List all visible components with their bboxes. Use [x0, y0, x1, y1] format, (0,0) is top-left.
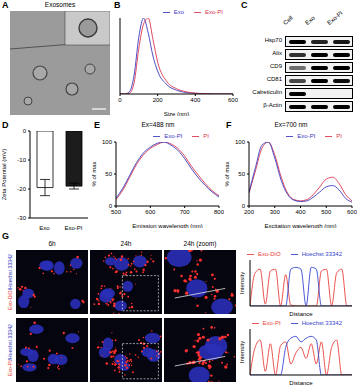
svg-text:Zeta Potential (mV): Zeta Potential (mV) — [2, 149, 7, 201]
html-text:Exo-PI: Exo-PI — [262, 320, 281, 326]
html-text:6h: 6h — [48, 240, 56, 247]
html-text:Hoechst 33342: Hoechst 33342 — [301, 320, 342, 326]
html-text:A: A — [2, 0, 9, 10]
svg-text:200: 200 — [244, 209, 255, 215]
html-text:CD9: CD9 — [270, 63, 282, 69]
html-text:Cell: Cell — [282, 14, 294, 26]
html-text:24h: 24h — [120, 240, 132, 247]
svg-text:500: 500 — [111, 209, 122, 215]
html-text:Hoechst 33342: Hoechst 33342 — [301, 251, 342, 257]
html-text:Ex=700 nm: Ex=700 nm — [274, 121, 308, 128]
svg-text:Exo: Exo — [39, 225, 50, 230]
svg-text:400: 400 — [190, 97, 201, 103]
svg-text:0: 0 — [23, 128, 27, 134]
html-text:PI: PI — [336, 133, 342, 139]
svg-text:Intensity: Intensity — [240, 341, 245, 363]
html-text:Ex=488 nm: Ex=488 nm — [141, 121, 175, 128]
svg-text:Emission wavelength (nm): Emission wavelength (nm) — [132, 223, 202, 228]
html-text:PI: PI — [203, 133, 209, 139]
svg-text:-30: -30 — [17, 215, 26, 221]
svg-text:600: 600 — [228, 97, 238, 103]
svg-text:500: 500 — [321, 209, 332, 215]
svg-text:100: 100 — [235, 139, 246, 145]
html-text:B: B — [114, 0, 121, 10]
svg-text:50: 50 — [238, 171, 245, 177]
svg-text:400: 400 — [295, 209, 306, 215]
svg-text:300: 300 — [270, 209, 281, 215]
svg-text:% of max: % of max — [225, 161, 230, 186]
html-text:CD81: CD81 — [266, 76, 282, 82]
html-text:β-Actin: β-Actin — [263, 102, 282, 108]
svg-text:200: 200 — [153, 97, 164, 103]
svg-text:100: 100 — [102, 139, 113, 145]
html-text:E: E — [94, 120, 100, 130]
html-text:Hsp70: Hsp70 — [264, 37, 282, 43]
svg-text:Exo-DiO/Hoechst 33342: Exo-DiO/Hoechst 33342 — [7, 254, 13, 310]
svg-text:Size (nm): Size (nm) — [164, 111, 190, 116]
svg-text:0: 0 — [118, 97, 122, 103]
svg-text:Exo-PI: Exo-PI — [64, 225, 82, 230]
svg-text:-20: -20 — [17, 186, 26, 192]
svg-text:700: 700 — [180, 209, 191, 215]
html-text:Exo: Exo — [304, 14, 316, 26]
svg-text:600: 600 — [145, 209, 156, 215]
svg-text:Distance: Distance — [289, 380, 313, 385]
html-text:Exo: Exo — [173, 9, 184, 15]
svg-text:800: 800 — [214, 209, 224, 215]
svg-text:-10: -10 — [17, 157, 26, 163]
html-text:Calreticulin: Calreticulin — [252, 89, 282, 95]
svg-text:Intensity: Intensity — [240, 272, 245, 294]
svg-text:0: 0 — [109, 203, 113, 209]
svg-text:Distance: Distance — [289, 311, 313, 316]
html-text:Exo-PI: Exo-PI — [205, 9, 223, 15]
html-text:D: D — [2, 120, 9, 130]
html-text:Exo-PI: Exo-PI — [326, 9, 344, 26]
html-text:24h (zoom): 24h (zoom) — [183, 240, 217, 247]
svg-text:600: 600 — [347, 209, 357, 215]
svg-text:0: 0 — [242, 203, 246, 209]
html-text:Exo-PI: Exo-PI — [297, 133, 316, 139]
html-text:Exosomes: Exosomes — [44, 1, 76, 8]
html-text:Exo-PI: Exo-PI — [164, 133, 183, 139]
html-text:Exo-DiO: Exo-DiO — [258, 251, 281, 257]
html-text:Alix: Alix — [272, 50, 282, 56]
svg-text:Excitation wavelength (nm): Excitation wavelength (nm) — [264, 223, 336, 228]
svg-text:% of max: % of max — [92, 161, 97, 186]
html-text:C: C — [241, 0, 248, 10]
svg-text:Exo-PI/Hoechst 33342: Exo-PI/Hoechst 33342 — [7, 324, 13, 376]
html-text:F: F — [226, 120, 232, 130]
svg-text:50: 50 — [105, 171, 112, 177]
html-text:G: G — [2, 231, 9, 241]
